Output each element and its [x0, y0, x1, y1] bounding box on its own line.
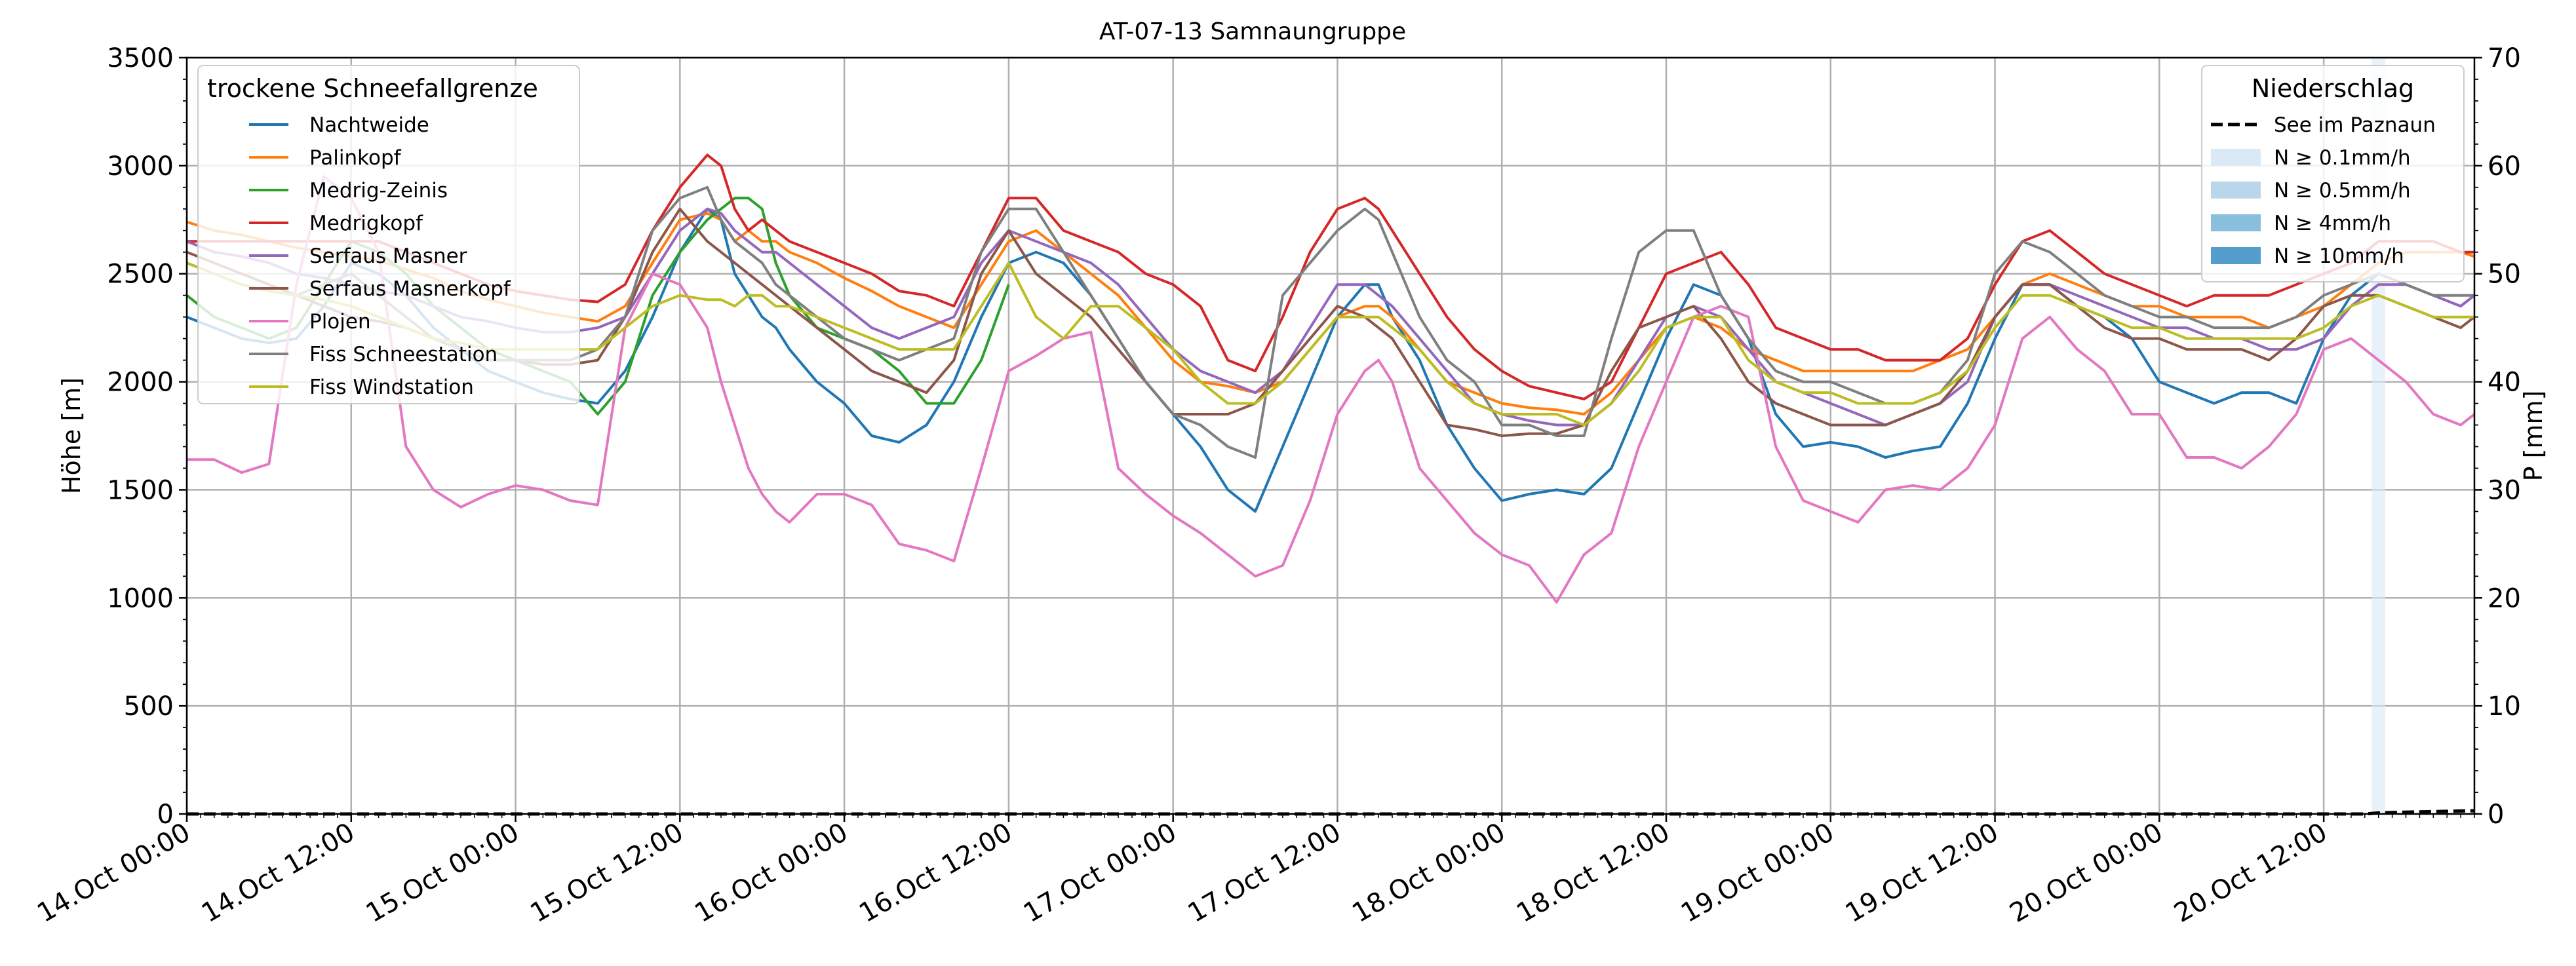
legend-precipitation-title: Niederschlag: [2252, 74, 2414, 103]
y-tick-label: 500: [124, 691, 174, 722]
series-line-serfaus-masnerkopf: [186, 207, 2476, 437]
y2-axis-label: P [mm]: [2519, 391, 2548, 482]
y-axis-label: Höhe [m]: [57, 377, 86, 494]
y-tick-label: 0: [157, 800, 174, 830]
series-line-serfaus-masner: [186, 207, 2476, 427]
legend-entry-label: N ≥ 10mm/h: [2274, 244, 2404, 268]
y2-tick-label: 70: [2488, 43, 2521, 73]
y2-tick-label: 60: [2488, 151, 2521, 182]
y2-tick-label: 50: [2488, 260, 2521, 290]
y-tick-label: 2500: [107, 260, 174, 290]
y-tick-label: 3000: [107, 151, 174, 182]
legend-swatch: [2211, 214, 2261, 231]
y-tick-label: 1500: [107, 475, 174, 505]
legend-entry-label: Serfaus Masner: [309, 244, 467, 268]
legend-entry-label: Fiss Schneestation: [309, 343, 498, 366]
y2-tick-label: 40: [2488, 368, 2521, 398]
legend-snowline-title: trockene Schneefallgrenze: [207, 74, 538, 103]
legend-entry-label: Nachtweide: [309, 113, 429, 137]
series-line-plojen: [187, 175, 2476, 604]
legend-entry-label: Fiss Windstation: [309, 376, 474, 399]
legend-snowline: trockene Schneefallgrenze Nachtweide Palin…: [197, 65, 580, 404]
legend-precipitation-box: [2201, 65, 2465, 282]
y-tick-label: 3500: [107, 43, 174, 73]
legend-entry-label: Medrigkopf: [309, 212, 423, 235]
y2-tick-label: 0: [2488, 800, 2504, 830]
legend-snowline-box: [197, 65, 580, 404]
legend-entry-label: Plojen: [309, 310, 371, 334]
legend-entry-label: Medrig-Zeinis: [309, 179, 448, 203]
y2-tick-label: 30: [2488, 475, 2521, 505]
y2-tick-label: 10: [2488, 691, 2521, 722]
legend-entry-label: N ≥ 4mm/h: [2274, 212, 2391, 235]
series-line-medrigkopf: [187, 153, 2474, 400]
y-tick-label: 2000: [107, 368, 174, 398]
legend-entry-label: N ≥ 0.5mm/h: [2274, 179, 2411, 203]
chart-title: AT-07-13 Samnaungruppe: [1099, 18, 1406, 45]
series-line-fiss-schneestation: [186, 185, 2474, 459]
legend-entry-label: Palinkopf: [309, 146, 402, 170]
y-tick-label: 1000: [107, 583, 174, 613]
legend-entry-label: N ≥ 0.1mm/h: [2274, 146, 2411, 170]
series-line-fiss-windstation: [186, 261, 2474, 427]
legend-swatch: [2211, 182, 2261, 199]
legend-swatch: [2211, 149, 2261, 166]
y2-tick-label: 20: [2488, 583, 2521, 613]
plot-frame: [185, 56, 2476, 815]
legend-precipitation: Niederschlag See im Paznaun N ≥ 0.1mm/h N ≥…: [2201, 65, 2465, 282]
legend-entry-label: See im Paznaun: [2274, 113, 2436, 137]
legend-swatch: [2211, 247, 2261, 264]
legend-entry-label: Serfaus Masnerkopf: [309, 277, 511, 301]
